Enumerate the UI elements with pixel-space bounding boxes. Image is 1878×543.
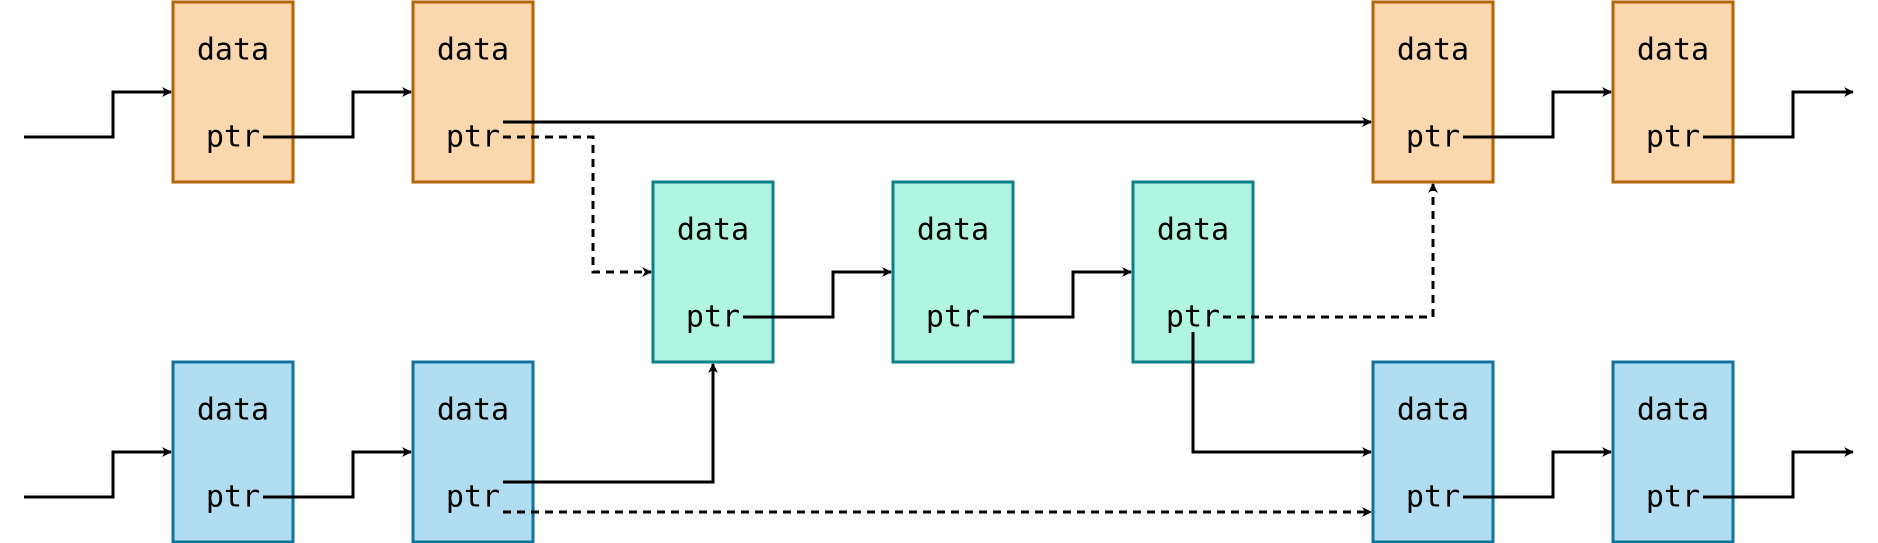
node-box-b4: [1611, 360, 1735, 543]
node-g1: data ptr: [651, 180, 775, 364]
node-o3: data ptr: [1371, 0, 1495, 184]
node-b4: data ptr: [1611, 360, 1735, 543]
node-ptr-label: ptr: [686, 300, 740, 335]
edge-o4-to-end-orange: [1703, 87, 1854, 139]
edge-o3-to-o4: [1463, 87, 1612, 139]
node-data-label: data: [1157, 213, 1229, 248]
node-ptr-label: ptr: [1166, 300, 1220, 335]
node-box-o2: [411, 0, 535, 184]
node-ptr-label: ptr: [1406, 120, 1460, 155]
node-ptr-label: ptr: [1646, 480, 1700, 515]
node-ptr-label: ptr: [446, 120, 500, 155]
edge-b2-to-g1: [503, 363, 718, 484]
edge-g3-to-b3: [1191, 332, 1372, 457]
edge-o2-to-g1-dashed: [503, 135, 652, 277]
node-ptr-label: ptr: [206, 120, 260, 155]
node-box-b3: [1371, 360, 1495, 543]
node-box-b1: [171, 360, 295, 543]
node-data-label: data: [437, 393, 509, 428]
node-data-label: data: [917, 213, 989, 248]
node-data-label: data: [197, 33, 269, 68]
node-box-b2: [411, 360, 535, 543]
node-o4: data ptr: [1611, 0, 1735, 184]
edge-g3-to-o3-dashed: [1223, 183, 1438, 319]
node-b3: data ptr: [1371, 360, 1495, 543]
edges-layer: [24, 87, 1854, 517]
node-o1: data ptr: [171, 0, 295, 184]
node-box-o3: [1371, 0, 1495, 184]
node-o2: data ptr: [411, 0, 535, 184]
node-b2: data ptr: [411, 360, 535, 543]
node-ptr-label: ptr: [446, 480, 500, 515]
edge-o1-to-o2: [263, 87, 412, 139]
node-data-label: data: [197, 393, 269, 428]
node-b1: data ptr: [171, 360, 295, 543]
node-ptr-label: ptr: [926, 300, 980, 335]
node-data-label: data: [1397, 33, 1469, 68]
edge-start-orange-to-o1: [24, 87, 172, 139]
edge-g2-to-g3: [983, 267, 1132, 319]
node-data-label: data: [1637, 33, 1709, 68]
node-ptr-label: ptr: [1406, 480, 1460, 515]
node-ptr-label: ptr: [206, 480, 260, 515]
node-data-label: data: [1397, 393, 1469, 428]
edge-b3-to-b4: [1463, 447, 1612, 499]
node-box-o1: [171, 0, 295, 184]
node-g2: data ptr: [891, 180, 1015, 364]
edge-b4-to-end-blue: [1703, 447, 1854, 499]
node-box-g2: [891, 180, 1015, 364]
node-data-label: data: [1637, 393, 1709, 428]
node-data-label: data: [677, 213, 749, 248]
node-data-label: data: [437, 33, 509, 68]
node-box-o4: [1611, 0, 1735, 184]
nodes-layer: data ptr data ptr data ptr data ptr data ptr data p…: [171, 0, 1735, 543]
node-box-g1: [651, 180, 775, 364]
edge-start-blue-to-b1: [24, 447, 172, 499]
edge-g1-to-g2: [743, 267, 892, 319]
edge-b1-to-b2: [263, 447, 412, 499]
node-ptr-label: ptr: [1646, 120, 1700, 155]
